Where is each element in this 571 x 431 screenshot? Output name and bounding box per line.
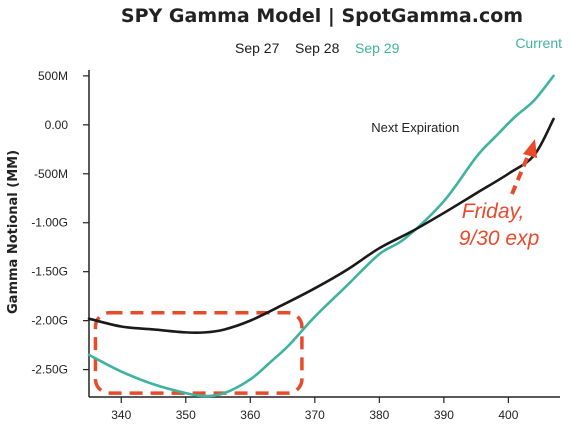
x-tick-label: 380 [369, 408, 389, 422]
y-tick-label: -2.50G [31, 363, 68, 377]
chart-title: SPY Gamma Model | SpotGamma.com [121, 5, 523, 27]
legend-item-sep-28[interactable]: Sep 28 [295, 40, 340, 56]
callout-arrow-shaft [510, 150, 532, 195]
y-tick-label: -1.00G [31, 216, 68, 230]
x-tick-label: 400 [498, 408, 518, 422]
x-tick-label: 360 [240, 408, 260, 422]
series-line-next-expiration [87, 117, 555, 335]
highlight-box [93, 311, 304, 395]
annotations: Next Expiration Friday, 9/30 exp [371, 120, 539, 250]
x-tick-label: 390 [434, 408, 454, 422]
y-tick-label: 500M [38, 69, 68, 83]
x-tick-label: 370 [305, 408, 325, 422]
legend-item-sep-27[interactable]: Sep 27 [235, 40, 280, 56]
current-series-tag: Current [515, 35, 562, 51]
legend-item-sep-29[interactable]: Sep 29 [355, 40, 400, 56]
y-axis: 500M 0.00 -500M -1.00G -1.50G -2.00G -2.50G [31, 69, 90, 397]
next-expiration-label: Next Expiration [371, 120, 459, 135]
y-tick-label: 0.00 [45, 118, 69, 132]
callout-date: 9/30 exp [459, 227, 540, 250]
y-tick-label: -1.50G [31, 265, 68, 279]
y-tick-label: -500M [34, 167, 68, 181]
series-line-current [87, 74, 555, 398]
x-axis: 340 350 360 370 380 390 400 [89, 396, 560, 422]
x-tick-label: 350 [176, 408, 196, 422]
dashed-highlight-rect [93, 311, 304, 395]
y-tick-label: -2.00G [31, 314, 68, 328]
callout-arrow [510, 139, 537, 195]
callout-arrow-head [523, 139, 537, 158]
y-axis-label: Gamma Notional (MM) [6, 150, 21, 314]
series-lines [87, 74, 555, 398]
x-tick-label: 340 [111, 408, 131, 422]
callout-friday: Friday, [462, 200, 525, 223]
